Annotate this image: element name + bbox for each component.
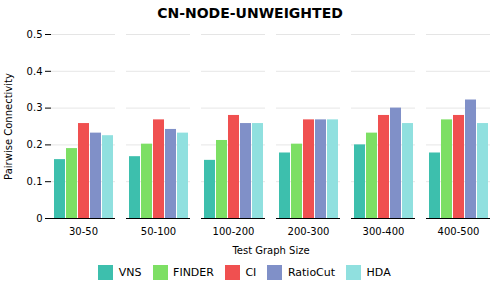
svg-text:400-500: 400-500 — [438, 226, 480, 237]
svg-text:0: 0 — [36, 213, 42, 224]
svg-text:100-200: 100-200 — [213, 226, 255, 237]
svg-text:30-50: 30-50 — [69, 226, 98, 237]
html-text:FINDER: FINDER — [173, 266, 214, 279]
html-text:CI: CI — [245, 266, 257, 279]
svg-text:0.1: 0.1 — [27, 176, 43, 187]
svg-text:0.2: 0.2 — [27, 139, 43, 150]
svg-text:Pairwise Connectivity: Pairwise Connectivity — [3, 73, 14, 180]
svg-text:200-300: 200-300 — [288, 226, 330, 237]
svg-text:50-100: 50-100 — [141, 226, 176, 237]
html-text:RatioCut: RatioCut — [287, 266, 336, 279]
svg-text:Test Graph Size: Test Graph Size — [231, 245, 309, 256]
html-text:VNS: VNS — [118, 266, 142, 279]
html-text:CN-NODE-UNWEIGHTED: CN-NODE-UNWEIGHTED — [157, 5, 343, 21]
svg-text:300-400: 300-400 — [363, 226, 405, 237]
svg-text:0.3: 0.3 — [27, 102, 43, 113]
html-text:HDA: HDA — [366, 266, 391, 279]
svg-text:0.5: 0.5 — [27, 29, 43, 40]
svg-text:0.4: 0.4 — [27, 66, 43, 77]
